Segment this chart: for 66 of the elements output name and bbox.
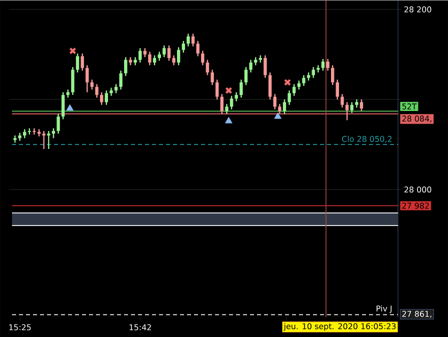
candlestick (124, 56, 128, 76)
candlestick (104, 90, 108, 106)
point (225, 86, 232, 94)
candlestick (90, 78, 94, 90)
candlestick (321, 58, 325, 72)
candlestick (152, 54, 156, 66)
candlestick (206, 59, 210, 76)
candlestick (143, 47, 147, 58)
candlestick (71, 66, 74, 96)
candlestick (336, 78, 340, 100)
candlestick (288, 90, 291, 106)
candlestick (23, 128, 26, 139)
candlestick (244, 66, 248, 86)
candlestick (42, 130, 46, 150)
candlestick (302, 74, 306, 86)
candlestick (220, 93, 224, 114)
candlestick (340, 93, 344, 108)
point (284, 78, 292, 86)
candlestick (167, 44, 171, 62)
candlestick (100, 91, 104, 106)
candlestick (210, 68, 214, 86)
candlestick (32, 127, 36, 135)
candlestick (240, 78, 243, 98)
candlestick (225, 103, 228, 114)
candlestick (249, 59, 252, 73)
candlestick (162, 44, 166, 58)
candlestick (312, 66, 315, 78)
point (274, 112, 282, 119)
point (66, 104, 74, 110)
candlestick (201, 50, 204, 66)
candlestick (331, 64, 334, 86)
candlestick (176, 46, 180, 66)
candlestick (110, 86, 113, 96)
candlestick (47, 130, 50, 150)
point (225, 116, 232, 124)
candlestick (316, 64, 320, 73)
candlestick (264, 54, 267, 78)
candlestick (278, 103, 282, 114)
candlestick (360, 98, 364, 112)
candlestick (76, 52, 80, 73)
candlestick (119, 70, 122, 90)
candlestick (186, 32, 190, 47)
candlestick (56, 113, 60, 134)
candlestick (326, 58, 330, 72)
candlestick (114, 83, 118, 94)
candlestick (230, 95, 234, 110)
candlestick (172, 54, 176, 66)
candlestick (182, 40, 186, 54)
candlestick (297, 80, 301, 90)
candlestick (268, 72, 272, 100)
candlestick (216, 78, 219, 100)
candlestick (148, 50, 152, 66)
candlestick (191, 32, 195, 47)
point (69, 47, 76, 54)
candlestick (345, 101, 349, 121)
candlestick (138, 47, 142, 63)
candlestick (95, 83, 98, 98)
candlestick (350, 101, 354, 114)
candlestick (61, 91, 65, 120)
candlestick (158, 50, 161, 62)
candlestick (196, 40, 200, 57)
candlestick (86, 64, 89, 93)
candlestick (282, 98, 286, 114)
candlestick (80, 52, 84, 72)
candlestick (273, 93, 276, 110)
candlestick (234, 91, 238, 102)
